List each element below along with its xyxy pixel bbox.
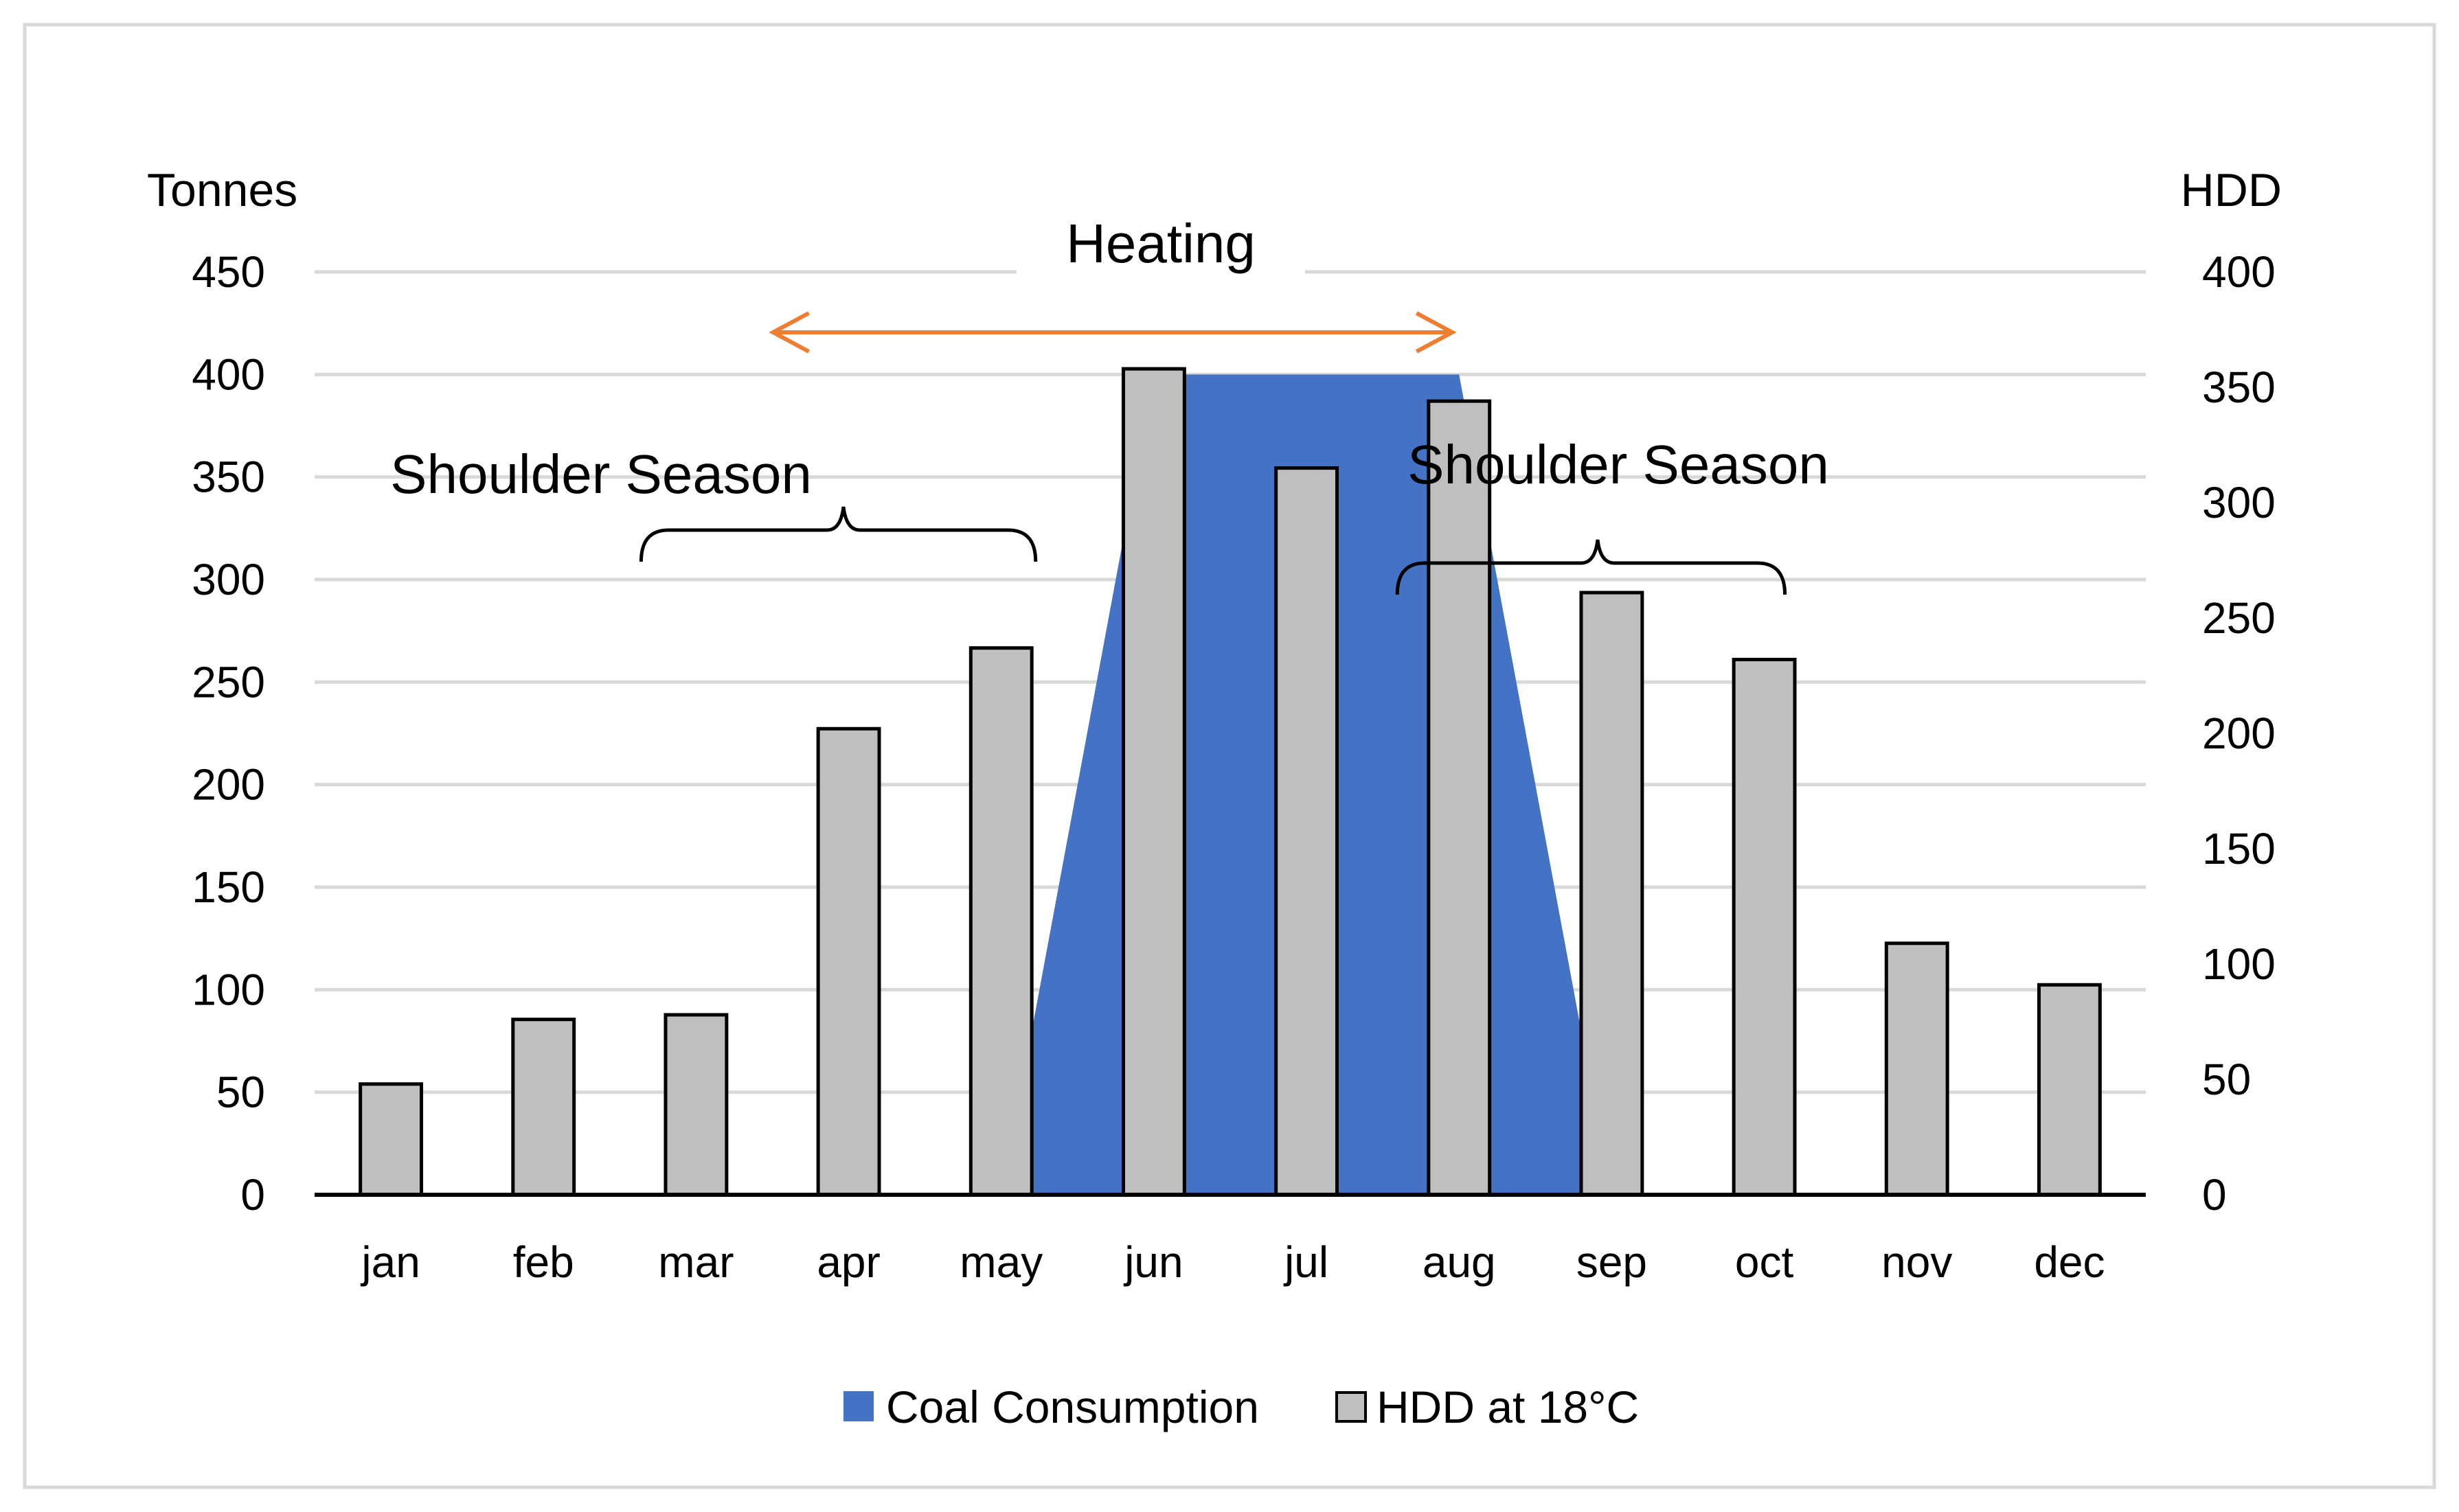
x-axis-ticks: jan feb mar apr may jun jul aug sep oct nov dec bbox=[360, 1237, 2105, 1287]
heating-arrow-right-head bbox=[1415, 311, 1457, 354]
x-tick-label-sep: sep bbox=[1576, 1237, 1647, 1287]
heating-arrow-left-head bbox=[769, 311, 811, 354]
shoulder-season-right-label: Shoulder Season bbox=[1407, 434, 1829, 495]
x-tick-label-feb: feb bbox=[513, 1237, 574, 1287]
right-axis-label: HDD bbox=[2181, 164, 2282, 216]
x-tick-label-mar: mar bbox=[658, 1237, 734, 1287]
left-tick-label: 300 bbox=[192, 555, 265, 604]
hdd-bars bbox=[359, 367, 2102, 1197]
right-tick-label: 400 bbox=[2202, 247, 2276, 297]
hdd-bar-aug bbox=[1427, 399, 1492, 1197]
hdd-bar-jul bbox=[1274, 466, 1339, 1197]
legend-swatch-hdd bbox=[1335, 1391, 1367, 1423]
right-axis-ticks: 0 50 100 150 200 250 300 350 400 bbox=[2202, 247, 2276, 1219]
right-tick-label: 50 bbox=[2202, 1055, 2251, 1104]
shoulder-season-left-brace bbox=[639, 506, 1038, 562]
coal-consumption-area bbox=[391, 374, 2070, 1195]
right-tick-label: 250 bbox=[2202, 593, 2276, 643]
shoulder-season-left-label: Shoulder Season bbox=[390, 444, 812, 505]
x-tick-label-may: may bbox=[960, 1237, 1043, 1287]
left-tick-label: 350 bbox=[192, 453, 265, 502]
heating-label-background bbox=[1017, 218, 1305, 301]
hdd-bar-dec bbox=[2037, 983, 2102, 1197]
left-tick-label: 50 bbox=[216, 1068, 265, 1117]
x-tick-label-aug: aug bbox=[1423, 1237, 1496, 1287]
hdd-bar-oct bbox=[1732, 657, 1797, 1197]
legend: Coal Consumption HDD at 18°C bbox=[843, 1382, 1639, 1432]
heating-label: Heating bbox=[1066, 213, 1256, 274]
hdd-bar-mar bbox=[664, 1013, 729, 1197]
x-tick-label-apr: apr bbox=[817, 1237, 881, 1287]
right-tick-label: 150 bbox=[2202, 824, 2276, 873]
hdd-bar-jun bbox=[1121, 367, 1186, 1197]
right-tick-label: 100 bbox=[2202, 939, 2276, 989]
right-tick-label: 0 bbox=[2202, 1170, 2227, 1219]
shoulder-season-right-brace bbox=[1395, 539, 1787, 595]
right-tick-label: 350 bbox=[2202, 363, 2276, 412]
legend-label-hdd: HDD at 18°C bbox=[1376, 1382, 1639, 1432]
legend-label-coal: Coal Consumption bbox=[886, 1382, 1259, 1432]
left-axis-ticks: 0 50 100 150 200 250 300 350 400 450 bbox=[192, 247, 265, 1219]
hdd-bar-nov bbox=[1884, 941, 1949, 1197]
left-tick-label: 250 bbox=[192, 657, 265, 707]
left-tick-label: 0 bbox=[240, 1170, 265, 1219]
hdd-bar-feb bbox=[511, 1018, 576, 1197]
left-tick-label: 150 bbox=[192, 862, 265, 912]
right-tick-label: 300 bbox=[2202, 478, 2276, 527]
right-tick-label: 200 bbox=[2202, 709, 2276, 758]
coal-consumption-area-shape bbox=[391, 374, 2070, 1195]
hdd-bar-jan bbox=[359, 1082, 424, 1197]
left-tick-label: 400 bbox=[192, 350, 265, 399]
left-tick-label: 450 bbox=[192, 247, 265, 297]
x-tick-label-dec: dec bbox=[2034, 1237, 2105, 1287]
x-tick-label-jun: jun bbox=[1123, 1237, 1183, 1287]
hdd-bar-may bbox=[968, 646, 1034, 1197]
left-tick-label: 200 bbox=[192, 760, 265, 810]
x-tick-label-nov: nov bbox=[1881, 1237, 1952, 1287]
hdd-bar-sep bbox=[1579, 591, 1644, 1197]
x-tick-label-jan: jan bbox=[360, 1237, 420, 1287]
hdd-bar-apr bbox=[816, 726, 881, 1197]
left-tick-label: 100 bbox=[192, 965, 265, 1014]
annotations: Heating Shoulder Season Shoulder Season bbox=[390, 213, 1829, 595]
left-axis-label: Tonnes bbox=[147, 164, 297, 216]
x-tick-label-oct: oct bbox=[1735, 1237, 1794, 1287]
x-tick-label-jul: jul bbox=[1283, 1237, 1328, 1287]
legend-swatch-coal bbox=[843, 1391, 874, 1421]
